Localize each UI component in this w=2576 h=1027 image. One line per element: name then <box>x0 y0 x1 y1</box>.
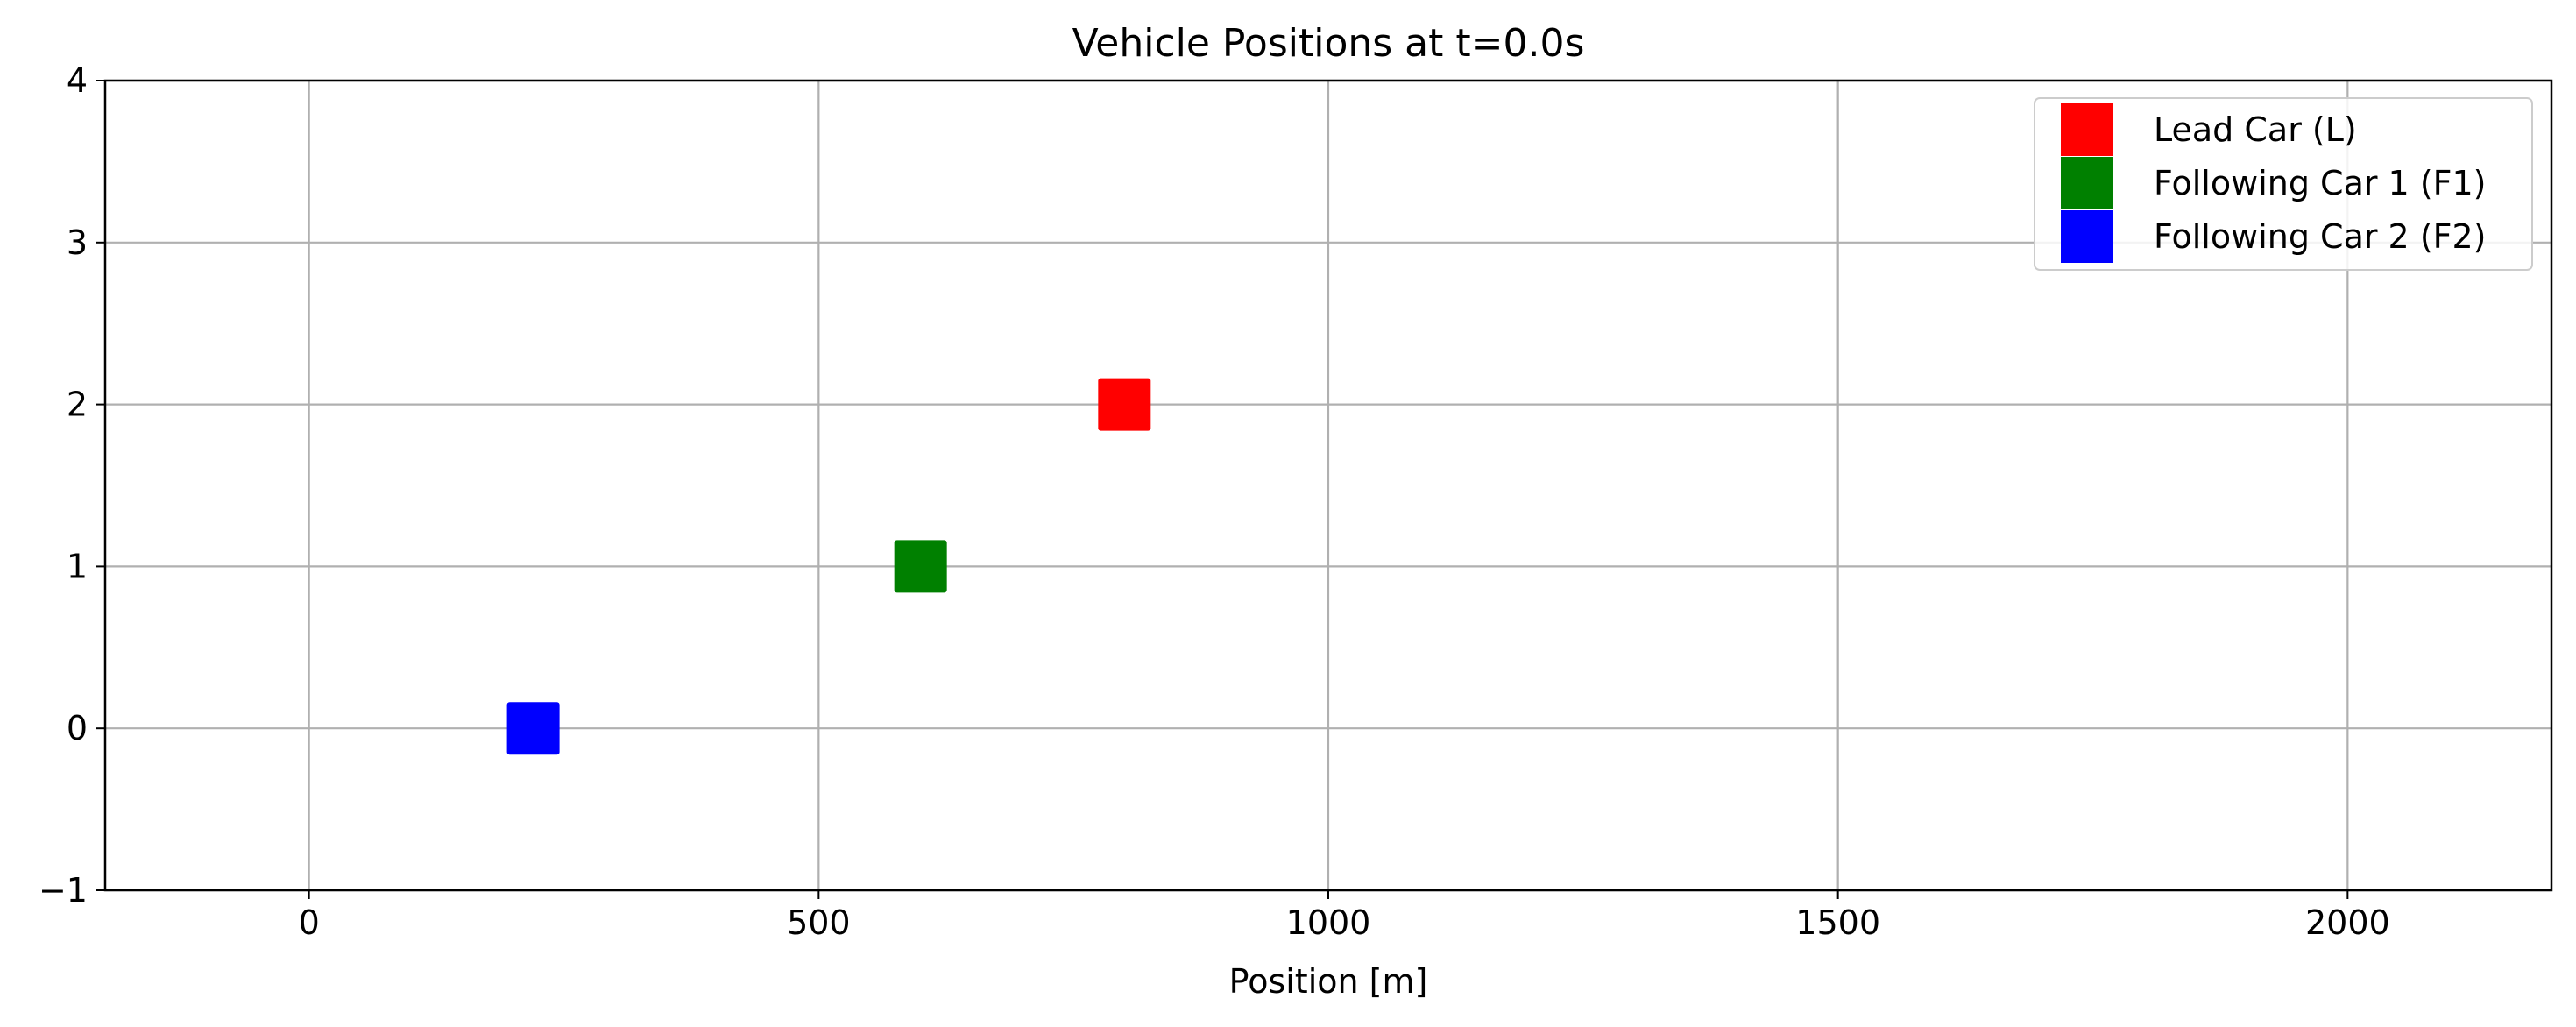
legend-swatch <box>2061 210 2113 263</box>
legend-swatch <box>2061 103 2113 156</box>
ticks: 0 500 1000 1500 2000 −1 0 1 2 3 4 <box>39 61 2390 942</box>
legend: Lead Car (L) Following Car 1 (F1) Followin… <box>2034 97 2533 271</box>
y-tick-label: −1 <box>39 871 88 910</box>
y-tick-label: 1 <box>67 547 88 585</box>
y-tick-label: 3 <box>67 223 88 262</box>
x-tick-label: 500 <box>787 903 851 942</box>
chart-title: Vehicle Positions at t=0.0s <box>1072 21 1585 66</box>
y-tick-label: 2 <box>67 386 88 424</box>
legend-label: Following Car 1 (F1) <box>2154 164 2487 202</box>
x-axis-label: Position [m] <box>1229 962 1428 1001</box>
data-point <box>894 540 947 593</box>
data-point <box>1098 378 1151 431</box>
y-tick-label: 0 <box>67 709 88 747</box>
x-tick-label: 1500 <box>1795 903 1880 942</box>
x-tick-label: 0 <box>299 903 320 942</box>
data-point <box>506 702 560 755</box>
y-tick-label: 4 <box>67 61 88 100</box>
legend-swatch <box>2061 157 2113 209</box>
legend-box <box>2034 97 2533 271</box>
x-tick-label: 1000 <box>1286 903 1371 942</box>
legend-label: Following Car 2 (F2) <box>2154 217 2487 256</box>
legend-label: Lead Car (L) <box>2154 110 2357 149</box>
markers <box>506 378 1151 755</box>
x-tick-label: 2000 <box>2305 903 2390 942</box>
